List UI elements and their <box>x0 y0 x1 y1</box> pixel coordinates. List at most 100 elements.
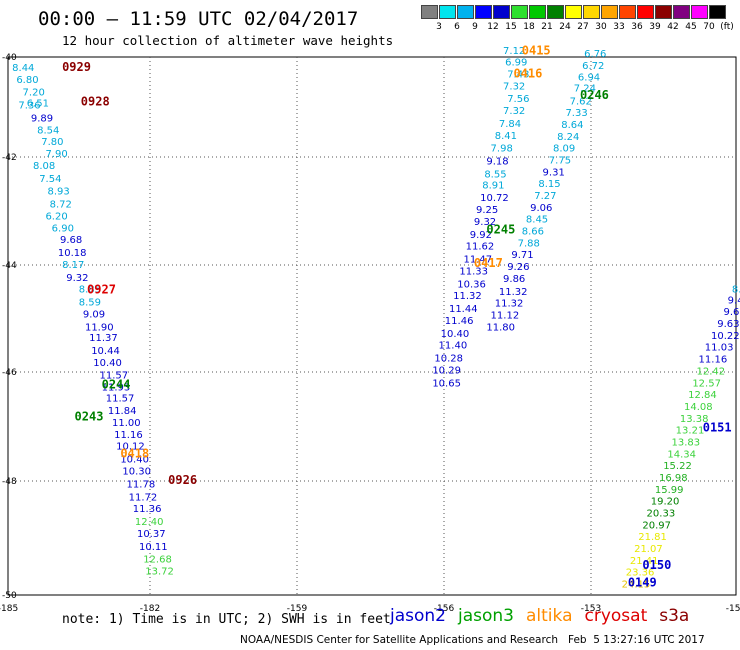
swh-value-label: 19.20 <box>651 497 680 508</box>
x-tick-label: -182 <box>140 604 160 614</box>
legend-swatch <box>583 5 600 19</box>
swh-value-label: 10.40 <box>120 455 149 466</box>
swh-value-label: 7.98 <box>491 144 513 155</box>
swh-value-label: 12.42 <box>696 366 725 377</box>
swh-value-label: 23.36 <box>626 568 655 579</box>
swh-value-label: 21.81 <box>638 532 667 543</box>
pass-time-label: 0418 <box>120 446 149 460</box>
satellite-legend-item: cryosat <box>584 606 648 626</box>
swh-value-label: 13.83 <box>672 437 701 448</box>
legend-label: 33 <box>613 22 625 32</box>
swh-value-label: 7.75 <box>549 156 571 167</box>
swh-value-label: 9.06 <box>530 203 552 214</box>
pass-time-label: 0244 <box>102 377 131 391</box>
plot-frame <box>7 56 737 596</box>
pass-time-label: 0149 <box>628 575 657 589</box>
y-tick-label: -44 <box>2 261 17 271</box>
swh-value-label: 8.17 <box>62 260 84 271</box>
swh-value-label: 7.54 <box>39 174 61 185</box>
swh-value-label: 11.78 <box>127 479 156 490</box>
swh-value-label: 11.03 <box>705 343 734 354</box>
swh-value-label: 12.68 <box>143 555 172 566</box>
legend-swatch <box>421 5 438 19</box>
legend-label: 42 <box>667 22 679 32</box>
legend-label: 15 <box>505 22 517 32</box>
swh-value-label: 8.59 <box>79 298 101 309</box>
swh-value-label: 20.33 <box>647 508 676 519</box>
swh-value-label: 8.09 <box>553 144 575 155</box>
legend-label: 18 <box>523 22 535 32</box>
legend-swatch <box>529 5 546 19</box>
swh-value-label: 11.46 <box>445 316 474 327</box>
swh-value-label: 8.93 <box>48 187 70 198</box>
swh-value-label: 7.84 <box>499 119 521 130</box>
swh-value-label: 7.62 <box>570 96 592 107</box>
footer-note: note: 1) Time is in UTC; 2) SWH is in fe… <box>62 612 391 627</box>
swh-value-label: 10.12 <box>116 442 145 453</box>
swh-value-label: 8.45 <box>526 215 548 226</box>
swh-value-label: 10.65 <box>432 378 461 389</box>
x-tick-label: -156 <box>434 604 455 614</box>
swh-value-label: 12.40 <box>135 517 164 528</box>
swh-value-label: 9.31 <box>543 167 565 178</box>
legend-swatch <box>493 5 510 19</box>
legend-swatch <box>637 5 654 19</box>
swh-value-label: 10.40 <box>441 329 470 340</box>
legend-label: 9 <box>472 22 478 32</box>
swh-value-label: 11.36 <box>133 504 162 515</box>
legend-swatch <box>601 5 618 19</box>
legend-label: 12 <box>487 22 499 32</box>
swh-value-label: 11.57 <box>100 371 129 382</box>
swh-value-label: 11.80 <box>486 322 515 333</box>
swh-value-label: 7.36 <box>18 101 40 112</box>
credit-line: NOAA/NESDIS Center for Satellite Applica… <box>240 634 705 646</box>
swh-value-label: 10.37 <box>137 529 166 540</box>
swh-value-label: 11.37 <box>89 333 118 344</box>
legend-swatch <box>439 5 456 19</box>
legend-swatch <box>655 5 672 19</box>
swh-value-label: 9.43 <box>728 295 740 306</box>
swh-value-label: 7.32 <box>503 106 525 117</box>
swh-value-label: 24.15 <box>622 579 651 590</box>
swh-value-label: 7.24 <box>574 83 596 94</box>
swh-value-label: 9.26 <box>507 262 529 273</box>
swh-value-label: 15.22 <box>663 461 692 472</box>
swh-value-label: 11.33 <box>459 266 488 277</box>
swh-value-label: 21.07 <box>634 544 663 555</box>
satellite-legend-item: jason3 <box>458 606 514 626</box>
satellite-legend-item: s3a <box>659 606 690 626</box>
x-tick-label: -150 <box>726 604 740 614</box>
swh-value-label: 7.33 <box>565 108 587 119</box>
swh-value-label: 9.68 <box>60 235 82 246</box>
swh-value-label: 11.62 <box>466 242 495 253</box>
swh-value-label: 10.28 <box>434 354 463 365</box>
swh-value-label: 8.66 <box>522 227 544 238</box>
swh-value-label: 13.38 <box>680 414 709 425</box>
swh-value-label: 7.27 <box>534 191 556 202</box>
swh-value-label: 6.90 <box>52 223 74 234</box>
pass-time-label: 0416 <box>513 66 542 80</box>
swh-value-label: 9.61 <box>724 307 740 318</box>
swh-value-label: 21.41 <box>630 556 659 567</box>
swh-value-label: 7.56 <box>507 94 529 105</box>
legend-swatch <box>709 5 726 19</box>
legend-label: 21 <box>541 22 553 32</box>
pass-time-label: 0928 <box>81 94 110 108</box>
swh-value-label: 7.12 <box>503 46 525 57</box>
swh-value-label: 9.63 <box>717 319 739 330</box>
swh-value-label: 9.86 <box>503 274 525 285</box>
legend-swatch <box>457 5 474 19</box>
swh-value-label: 10.22 <box>711 331 740 342</box>
swh-value-label: 7.90 <box>45 149 67 160</box>
swh-value-label: 8.91 <box>482 180 504 191</box>
pass-time-label: 0246 <box>580 88 609 102</box>
swh-value-label: 11.12 <box>491 310 520 321</box>
pass-time-label: 0926 <box>168 473 197 487</box>
legend-label: 6 <box>454 22 460 32</box>
swh-value-label: 9.89 <box>31 114 53 125</box>
swh-value-label: 20.97 <box>642 520 671 531</box>
legend-label: 45 <box>685 22 697 32</box>
swh-value-label: 7.20 <box>23 88 45 99</box>
legend-swatch <box>547 5 564 19</box>
swh-value-label: 9.18 <box>486 157 508 168</box>
